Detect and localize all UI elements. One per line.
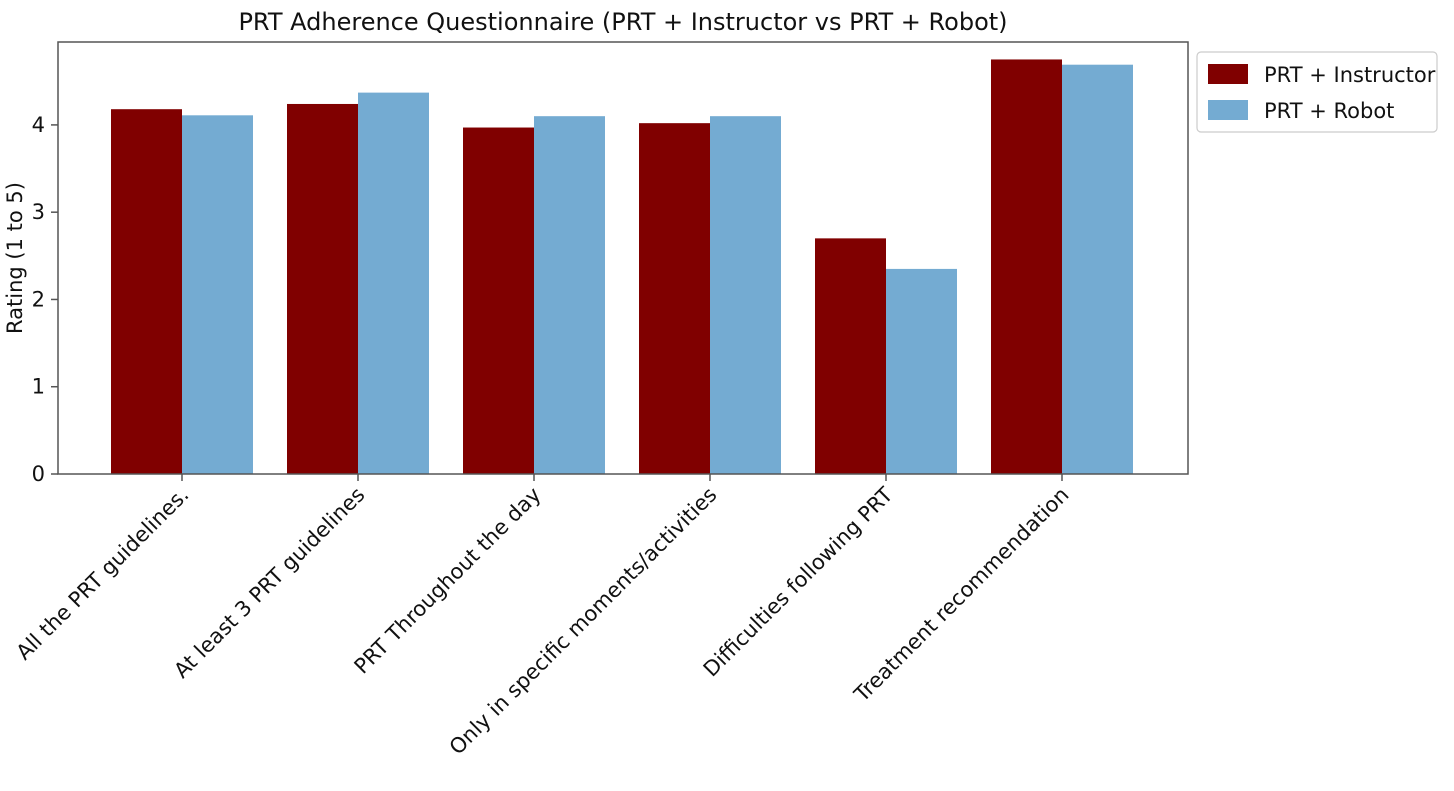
- legend-swatch-robot: [1208, 100, 1248, 120]
- x-axis-ticks: All the PRT guidelines.At least 3 PRT gu…: [12, 474, 1074, 759]
- legend-frame: [1196, 51, 1438, 133]
- bar-instructor-4: [639, 123, 710, 474]
- x-tick-label: Difficulties following PRT: [699, 482, 898, 681]
- legend-label-instructor: PRT + Instructor: [1264, 63, 1436, 87]
- y-tick-label: 2: [32, 287, 45, 311]
- bar-robot-3: [534, 116, 605, 474]
- x-tick-label: At least 3 PRT guidelines: [169, 483, 369, 683]
- chart-title: PRT Adherence Questionnaire (PRT + Instr…: [238, 8, 1007, 36]
- plot-frame: [57, 41, 1189, 475]
- y-tick-label: 4: [32, 113, 45, 137]
- y-axis-ticks: 0 1 2 3 4: [32, 113, 58, 486]
- bars-layer: [111, 59, 1133, 475]
- legend: PRT + Instructor PRT + Robot: [1196, 51, 1438, 133]
- bar-robot-5: [886, 268, 957, 474]
- y-axis-label: Rating (1 to 5): [3, 182, 27, 334]
- y-tick-label: 3: [32, 200, 45, 224]
- bar-instructor-1: [111, 109, 182, 474]
- bar-instructor-6: [991, 59, 1062, 475]
- legend-label-robot: PRT + Robot: [1264, 99, 1394, 123]
- x-tick-label: All the PRT guidelines.: [12, 483, 194, 665]
- bar-robot-4: [710, 116, 781, 474]
- bar-robot-1: [182, 115, 253, 475]
- y-tick-label: 1: [32, 375, 45, 399]
- bar-instructor-5: [815, 238, 886, 474]
- bar-robot-2: [358, 92, 429, 475]
- bar-instructor-3: [463, 127, 534, 474]
- legend-swatch-instructor: [1208, 64, 1248, 84]
- y-tick-label: 0: [32, 462, 45, 486]
- x-tick-label: Treatment recommendation: [849, 483, 1074, 708]
- bar-instructor-2: [287, 103, 358, 475]
- bar-robot-6: [1062, 64, 1133, 474]
- x-tick-label: PRT Throughout the day: [350, 483, 546, 679]
